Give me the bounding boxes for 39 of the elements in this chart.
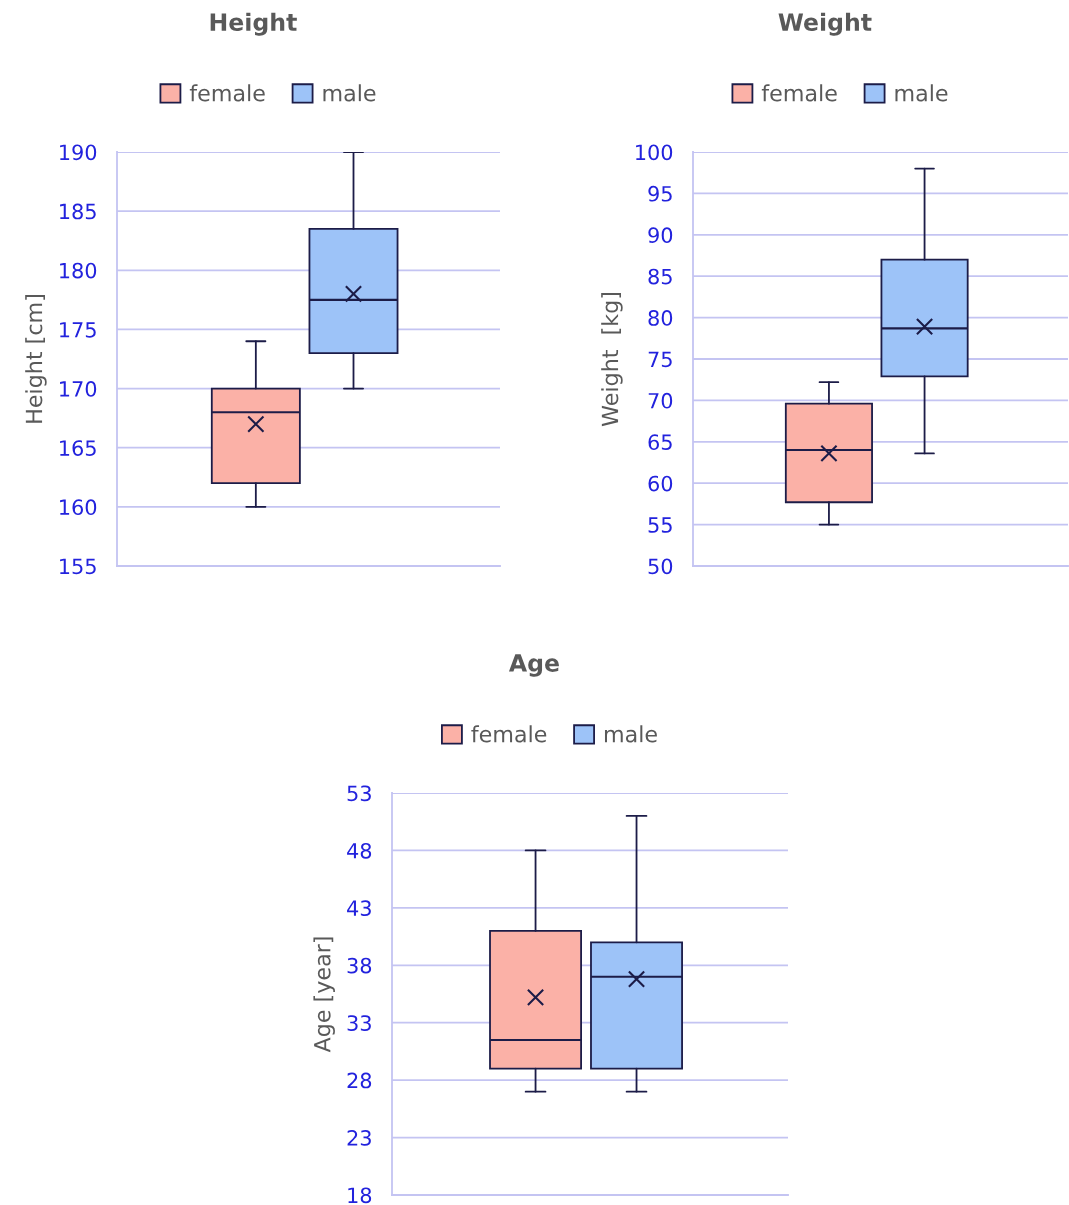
y-tick-label: 80 <box>648 310 673 326</box>
y-tick-label: 23 <box>347 1130 371 1146</box>
y-tick-label: 60 <box>648 475 673 492</box>
y-tick-label: 165 <box>60 440 96 456</box>
legend-label: male <box>323 84 376 102</box>
y-tick-label: 180 <box>60 262 97 279</box>
y-tick-label: 95 <box>648 185 672 202</box>
legend-label: male <box>604 725 657 743</box>
y-tick-label: 70 <box>648 392 673 409</box>
legend-label: female <box>471 725 547 743</box>
y-tick-label: 160 <box>60 499 97 516</box>
y-tick-label: 38 <box>347 957 372 974</box>
y-tick-label: 55 <box>648 517 672 533</box>
y-tick-label: 48 <box>347 842 372 859</box>
y-tick-label: 43 <box>347 900 371 917</box>
chart-title: Height <box>210 12 297 36</box>
y-tick-label: 100 <box>636 144 673 161</box>
legend-label: female <box>189 84 265 102</box>
y-tick-label: 53 <box>347 785 371 802</box>
y-axis-title: Height [cm] <box>25 295 47 423</box>
y-tick-label: 175 <box>60 322 96 338</box>
y-axis-title: Age [year] <box>313 937 335 1053</box>
y-tick-label: 28 <box>347 1072 372 1089</box>
legend-label: male <box>895 84 948 102</box>
y-tick-label: 65 <box>648 434 672 451</box>
y-tick-label: 185 <box>60 203 96 220</box>
y-tick-label: 90 <box>648 227 673 244</box>
y-tick-label: 155 <box>60 558 96 575</box>
legend-label: female <box>761 84 837 102</box>
y-tick-label: 18 <box>348 1187 372 1204</box>
chart-title: Age <box>508 654 559 677</box>
chart-title: Weight <box>778 12 872 36</box>
y-axis-title: Weight [kg] <box>601 292 623 427</box>
y-tick-label: 190 <box>60 144 97 161</box>
y-tick-label: 85 <box>648 268 672 285</box>
y-tick-label: 50 <box>648 558 673 575</box>
y-tick-label: 33 <box>347 1015 371 1031</box>
y-tick-label: 170 <box>60 381 97 397</box>
y-tick-label: 75 <box>648 351 672 368</box>
